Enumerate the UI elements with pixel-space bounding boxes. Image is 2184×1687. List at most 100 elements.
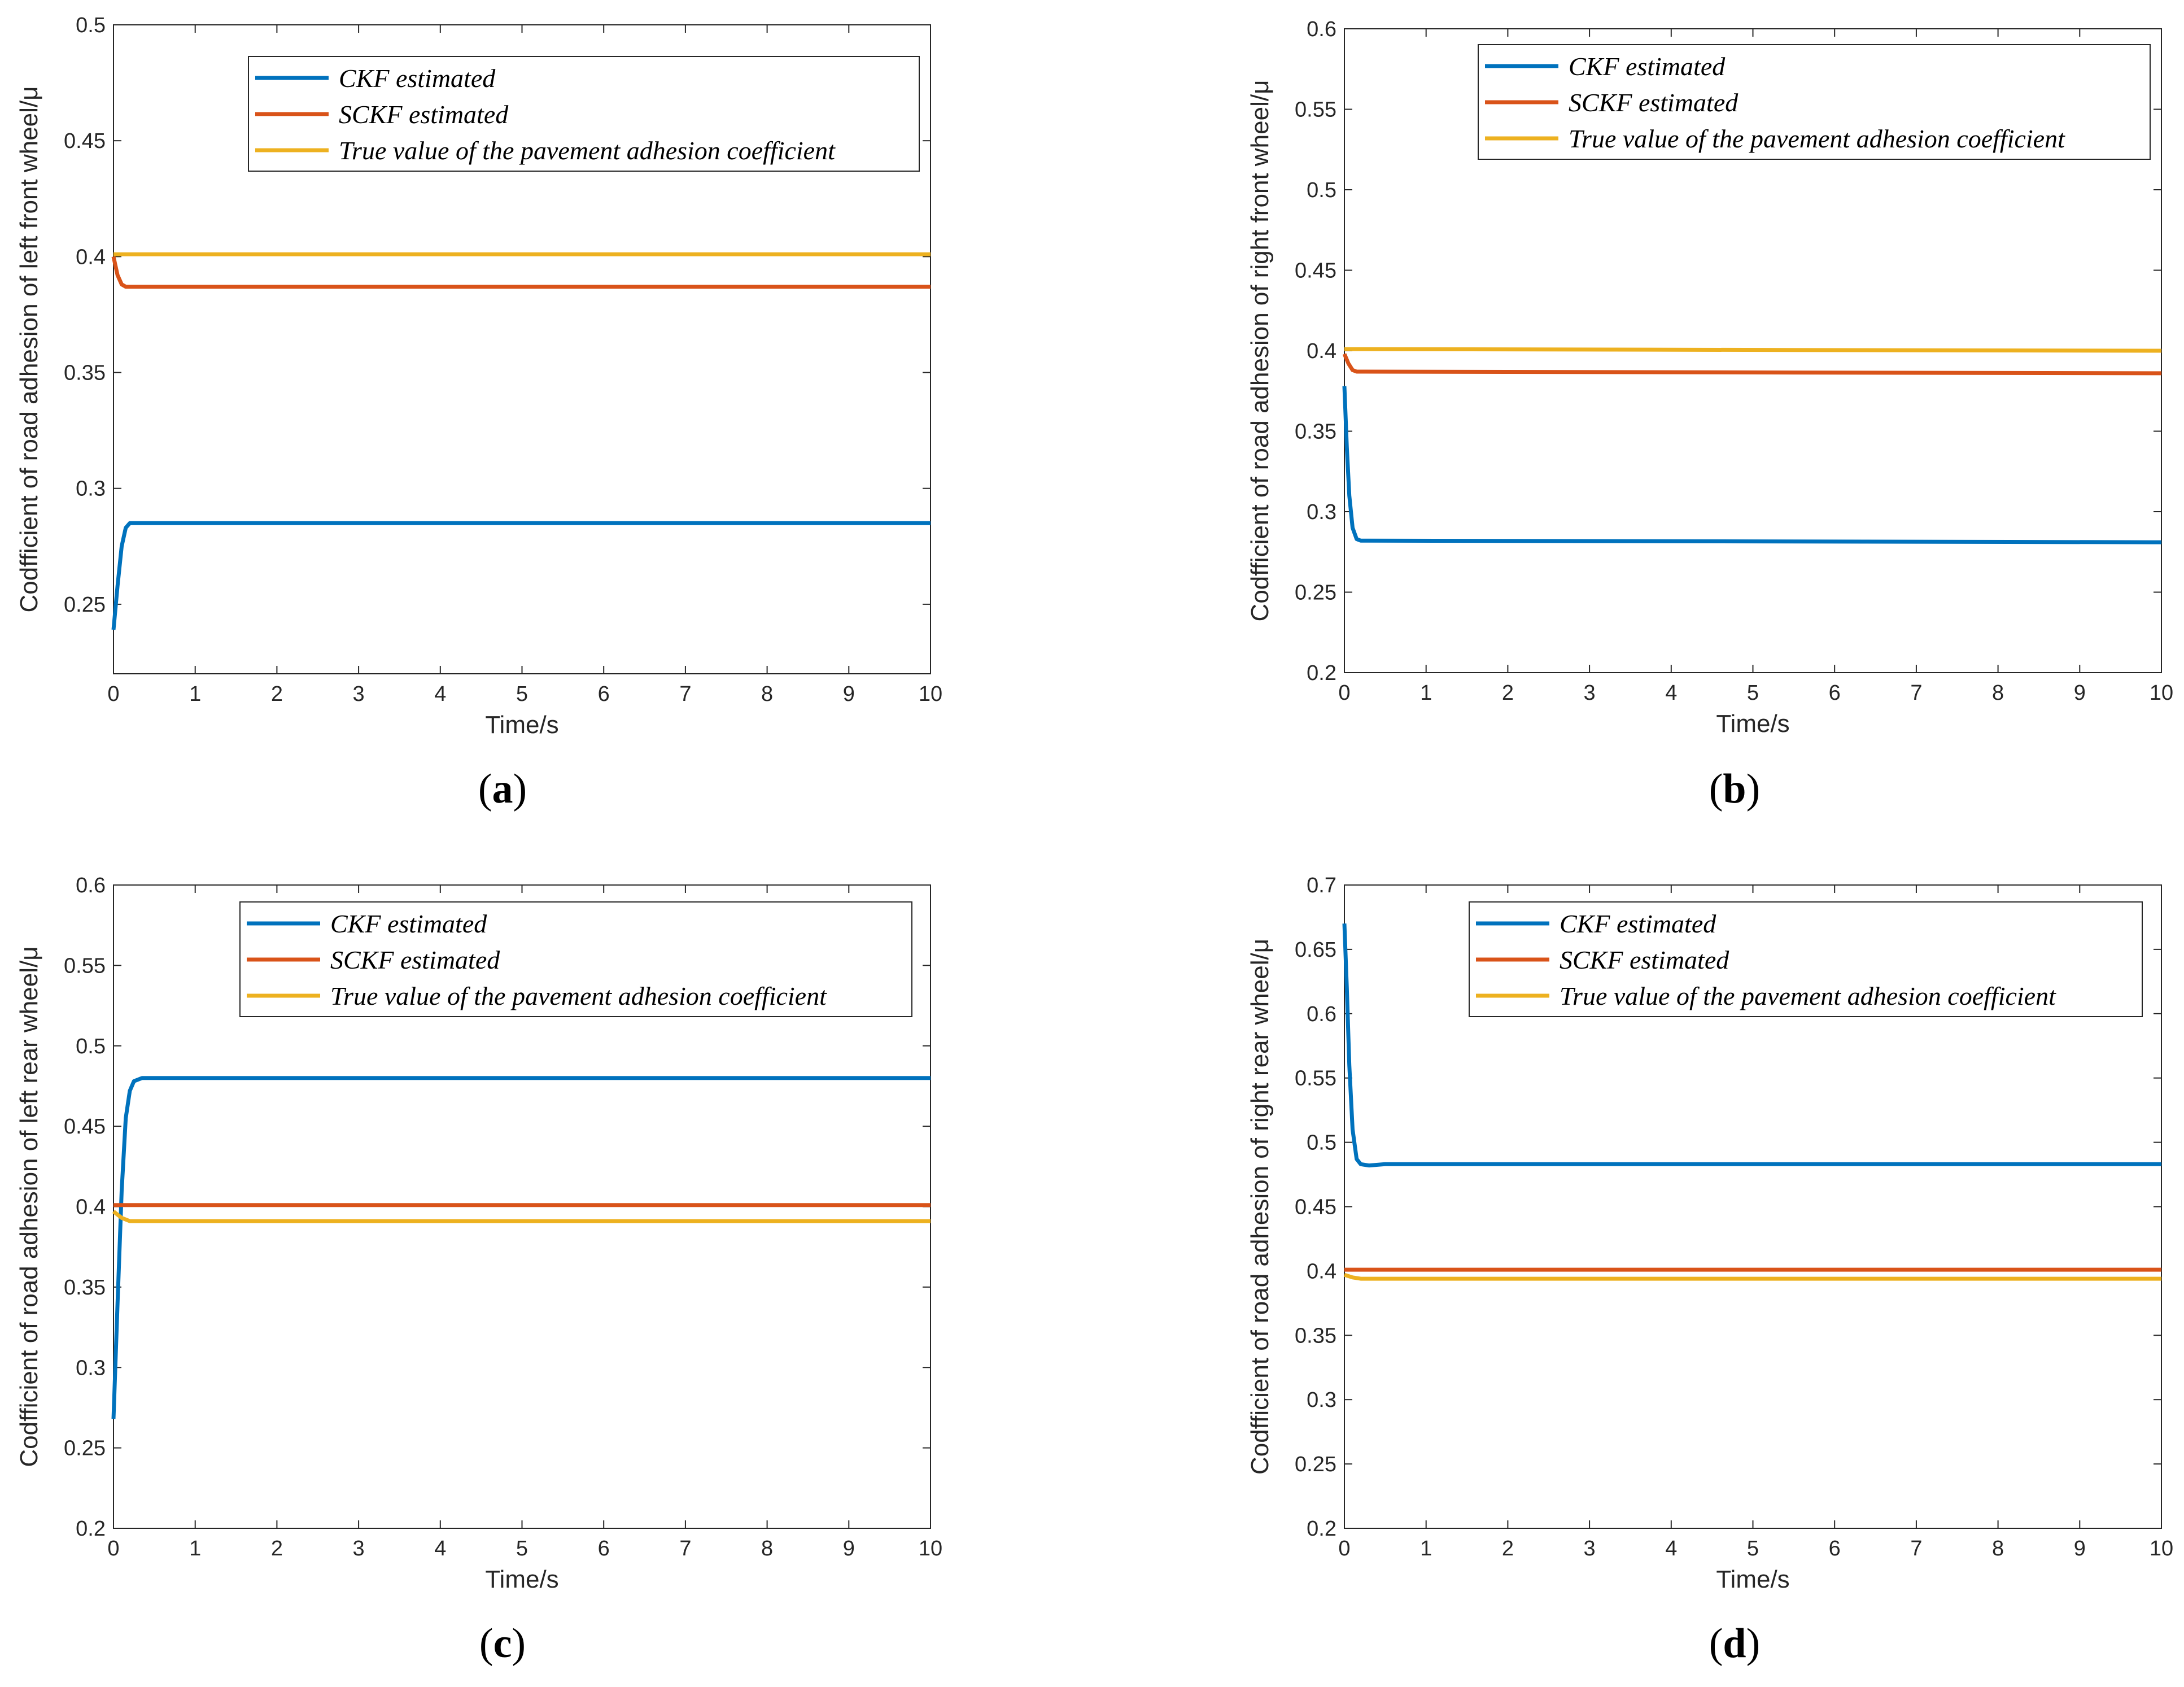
y-tick-label: 0.3 (76, 477, 106, 501)
legend-label-2: SCKF estimated (339, 100, 509, 129)
legend-box (1478, 44, 2151, 160)
x-tick-label: 2 (1502, 1537, 1514, 1560)
panel-c: 0 1 2 3 4 5 6 7 8 9 10 0.2 0.25 0.3 0.35 0.4 0.45 0.5 0.55… (15, 874, 942, 1667)
series-line-1 (1342, 386, 2162, 544)
y-tick-label: 0.3 (1307, 1388, 1336, 1412)
x-axis-label: Time/s (1716, 710, 1789, 738)
y-tick-label: 0.25 (64, 1437, 106, 1461)
y-tick-label: 0.5 (76, 1035, 106, 1058)
caption-c: (c) (479, 1620, 526, 1667)
y-tick-label: 0.45 (1295, 259, 1336, 283)
legend-label-1: CKF estimated (1569, 52, 1726, 81)
series-line-1 (1342, 923, 2161, 1168)
legend-box (248, 56, 920, 172)
x-tick-label: 10 (919, 1537, 942, 1560)
x-tick-label: 7 (1910, 1537, 1922, 1560)
series-line-3 (1343, 1272, 2161, 1281)
x-tick-label: 8 (761, 1537, 773, 1560)
x-tick-label: 4 (434, 1537, 446, 1560)
y-tick-label: 0.45 (64, 1115, 106, 1139)
y-tick-label: 0.2 (1307, 661, 1336, 685)
series-line-1 (111, 521, 931, 630)
y-tick-label: 0.3 (76, 1356, 106, 1380)
x-tick-label: 6 (598, 1537, 610, 1560)
x-tick-label: 2 (271, 1537, 283, 1560)
y-tick-label: 0.6 (76, 874, 106, 897)
x-tick-label: 3 (353, 682, 365, 706)
y-tick-label: 0.4 (1307, 1259, 1336, 1283)
x-tick-label: 5 (516, 682, 528, 706)
y-tick-label: 0.7 (1307, 874, 1336, 897)
y-tick-label: 0.35 (64, 1276, 106, 1300)
y-tick-label: 0.5 (1307, 178, 1336, 202)
x-tick-label: 9 (2074, 1537, 2086, 1560)
series-line-3 (1344, 347, 2162, 353)
x-tick-label: 7 (679, 1537, 691, 1560)
series-line-2 (111, 256, 931, 289)
legend-label-2: SCKF estimated (1560, 945, 1729, 974)
y-tick-label: 0.55 (64, 954, 106, 978)
chart-b: 0 1 2 3 4 5 6 7 8 9 10 0.2 0.25 0.3 0.35 0.4 0.45 0.5 0.55… (1246, 18, 2173, 738)
legend-label-1: CKF estimated (339, 64, 496, 93)
x-tick-label: 1 (189, 682, 201, 706)
legend-label-2: SCKF estimated (330, 945, 500, 974)
legend-label-1: CKF estimated (1560, 909, 1716, 938)
x-tick-label: 4 (1665, 681, 1677, 705)
y-axis-label: Codfficient of road adhesion of right fr… (1246, 80, 1274, 622)
x-tick-label: 0 (107, 682, 119, 706)
x-tick-label: 1 (1420, 681, 1432, 705)
x-tick-label: 10 (2150, 1537, 2173, 1560)
x-tick-label: 6 (1829, 681, 1841, 705)
series-line-2 (1342, 353, 2162, 376)
x-tick-label: 4 (434, 682, 446, 706)
x-tick-label: 4 (1665, 1537, 1677, 1560)
x-tick-label: 8 (1992, 1537, 2004, 1560)
y-tick-label: 0.4 (76, 1196, 106, 1219)
y-tick-label: 0.4 (1307, 339, 1336, 363)
y-tick-label: 0.6 (1307, 1002, 1336, 1026)
y-tick-label: 0.2 (76, 1517, 106, 1541)
legend-label-1: CKF estimated (330, 909, 487, 938)
legend-label-3: True value of the pavement adhesion coef… (339, 136, 836, 165)
x-tick-label: 0 (1338, 1537, 1350, 1560)
x-axis-label: Time/s (485, 711, 558, 739)
y-tick-label: 0.25 (1295, 581, 1336, 605)
y-tick-label: 0.3 (1307, 500, 1336, 524)
x-tick-label: 8 (761, 682, 773, 706)
x-tick-label: 9 (843, 682, 855, 706)
x-tick-label: 6 (1829, 1537, 1841, 1560)
x-tick-label: 10 (919, 682, 942, 706)
y-tick-label: 0.6 (1307, 18, 1336, 41)
x-tick-label: 0 (107, 1537, 119, 1560)
y-tick-label: 0.55 (1295, 98, 1336, 122)
y-tick-label: 0.35 (1295, 420, 1336, 444)
x-tick-label: 3 (353, 1537, 365, 1560)
legend-label-3: True value of the pavement adhesion coef… (1560, 982, 2056, 1010)
y-axis-label: Codfficient of road adhesion of left fro… (15, 86, 43, 613)
x-tick-label: 1 (189, 1537, 201, 1560)
x-tick-label: 9 (843, 1537, 855, 1560)
y-tick-label: 0.4 (76, 245, 106, 269)
x-axis-label: Time/s (485, 1566, 558, 1593)
x-tick-label: 8 (1992, 681, 2004, 705)
y-tick-label: 0.5 (76, 14, 106, 37)
x-tick-label: 1 (1420, 1537, 1432, 1560)
x-tick-label: 10 (2150, 681, 2173, 705)
y-tick-label: 0.35 (64, 361, 106, 385)
y-tick-label: 0.25 (1295, 1453, 1336, 1476)
series-line-3 (112, 1210, 931, 1223)
x-tick-label: 2 (1502, 681, 1514, 705)
x-tick-label: 5 (1747, 681, 1759, 705)
caption-d: (d) (1709, 1620, 1761, 1667)
chart-c: 0 1 2 3 4 5 6 7 8 9 10 0.2 0.25 0.3 0.35 0.4 0.45 0.5 0.55… (15, 874, 942, 1593)
legend-label-3: True value of the pavement adhesion coef… (330, 982, 827, 1010)
y-tick-label: 0.25 (64, 593, 106, 617)
y-tick-label: 0.55 (1295, 1067, 1336, 1091)
panel-b: 0 1 2 3 4 5 6 7 8 9 10 0.2 0.25 0.3 0.35 0.4 0.45 0.5 0.55… (0, 0, 2184, 843)
x-tick-label: 2 (271, 682, 283, 706)
x-tick-label: 5 (516, 1537, 528, 1560)
chart-a: 0 1 2 3 4 5 6 7 8 9 10 0.25 0.3 0.35 0.4 0.45 0.5 Time/s C… (15, 14, 942, 739)
